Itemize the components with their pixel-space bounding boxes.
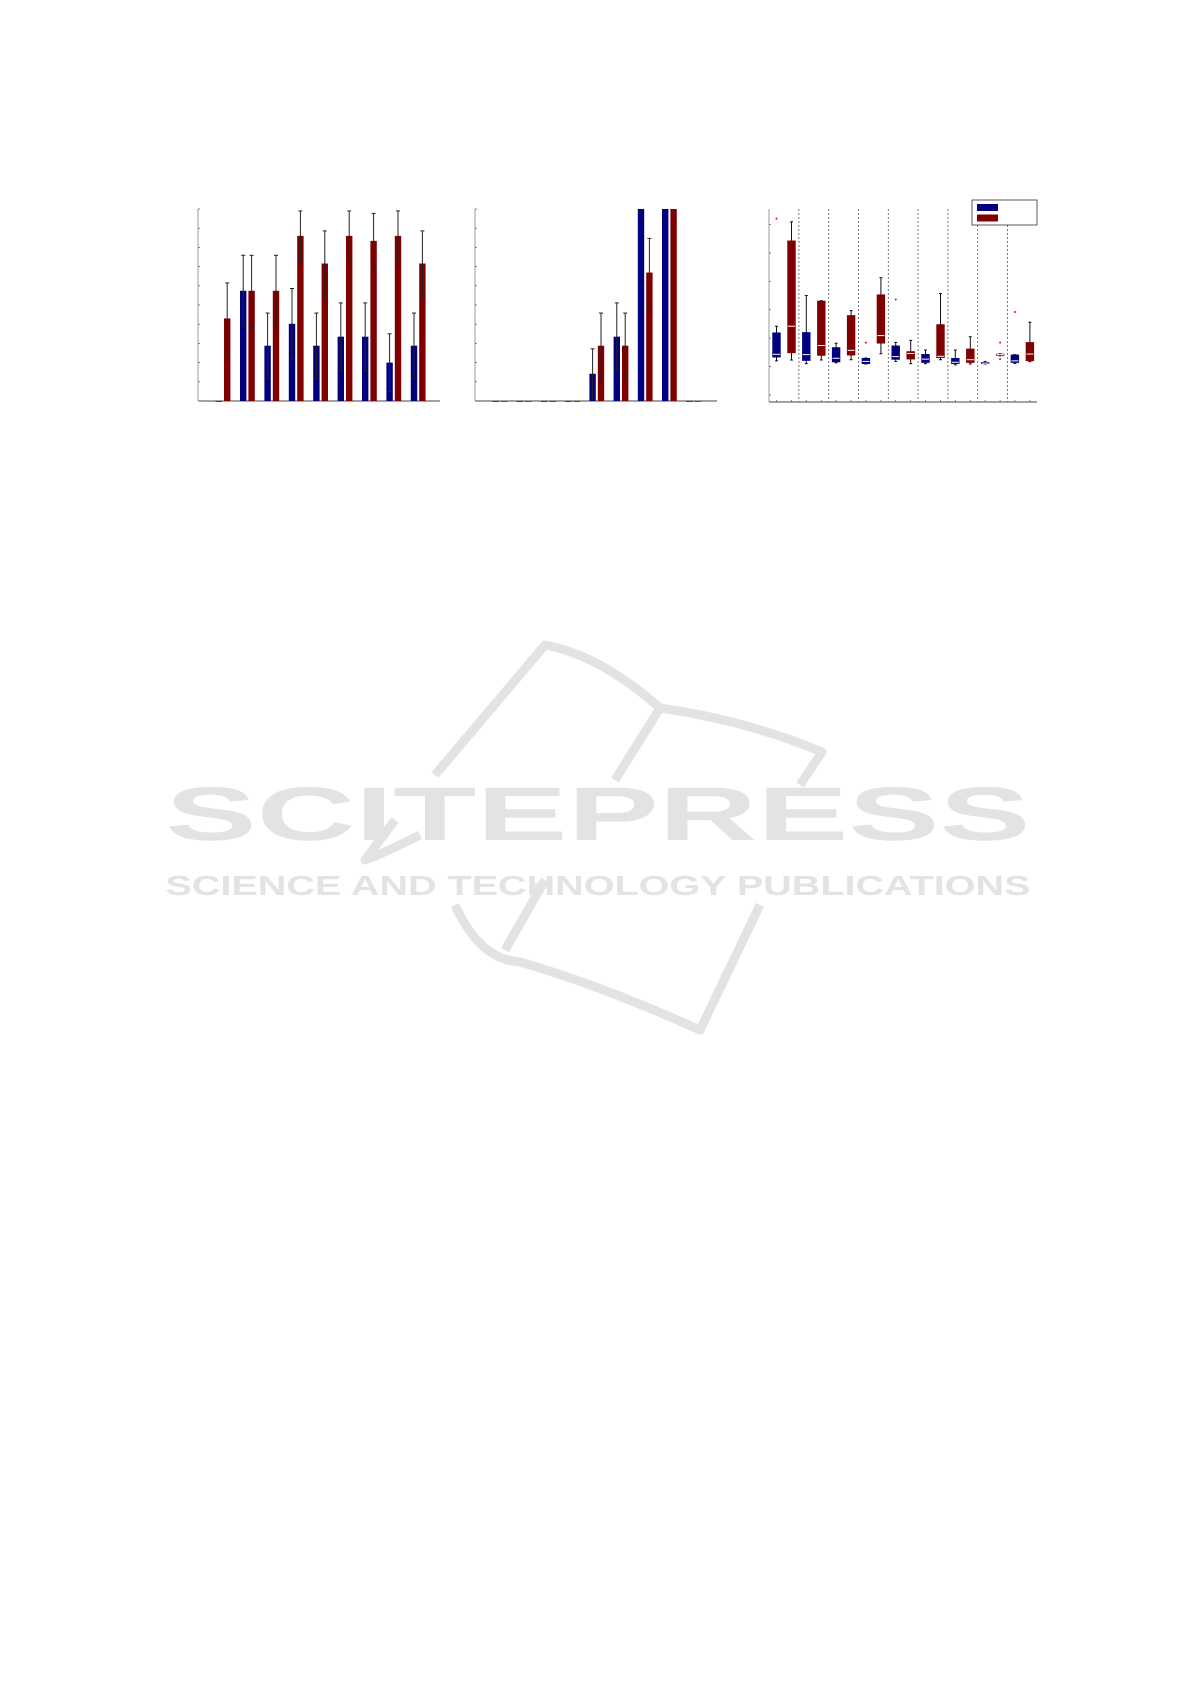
bar (321, 263, 328, 401)
bar (272, 290, 280, 401)
bar (573, 401, 580, 402)
bar (248, 290, 255, 401)
bar (637, 209, 645, 401)
bar (224, 318, 231, 401)
outlier-point (1013, 311, 1016, 314)
outlier-point (894, 298, 897, 301)
outlier-point (999, 358, 1002, 361)
box (891, 345, 900, 360)
bar (525, 401, 532, 402)
legend-swatch (977, 204, 998, 211)
box (936, 324, 945, 359)
bar (662, 209, 669, 401)
bar (549, 401, 556, 402)
outlier-point (775, 217, 778, 220)
outlier-point (999, 341, 1002, 344)
box (846, 315, 856, 356)
box (966, 348, 975, 363)
chart-1 (197, 208, 440, 402)
bar (240, 290, 247, 401)
box (876, 294, 886, 344)
box (1010, 354, 1020, 363)
box (1025, 342, 1035, 362)
box (951, 358, 960, 364)
chart-3 (768, 199, 1038, 403)
watermark-book-logo (360, 640, 827, 1035)
bar (516, 401, 524, 402)
box (817, 300, 826, 356)
bar (492, 401, 499, 402)
bar (297, 235, 304, 401)
box (831, 347, 841, 363)
bar (346, 235, 353, 401)
box (772, 332, 781, 358)
bar (370, 240, 377, 401)
bar (288, 323, 296, 401)
bar (215, 401, 222, 402)
box (787, 240, 796, 354)
legend-swatch (977, 214, 998, 222)
bar (694, 401, 701, 402)
bar (646, 272, 653, 401)
bar (419, 263, 426, 401)
legend (971, 199, 1038, 226)
bar (541, 401, 548, 402)
bar (670, 209, 677, 401)
watermark-title: SCITEPRESS (166, 772, 1031, 857)
bar (565, 401, 572, 402)
chart-2 (474, 208, 717, 402)
box (921, 354, 930, 363)
box (802, 332, 811, 361)
outlier-point (864, 341, 867, 344)
bar (394, 235, 402, 401)
box (906, 351, 915, 360)
bar (501, 401, 508, 402)
watermark-subtitle: SCIENCE AND TECHNOLOGY PUBLICATIONS (166, 870, 1031, 901)
bar (686, 401, 693, 402)
